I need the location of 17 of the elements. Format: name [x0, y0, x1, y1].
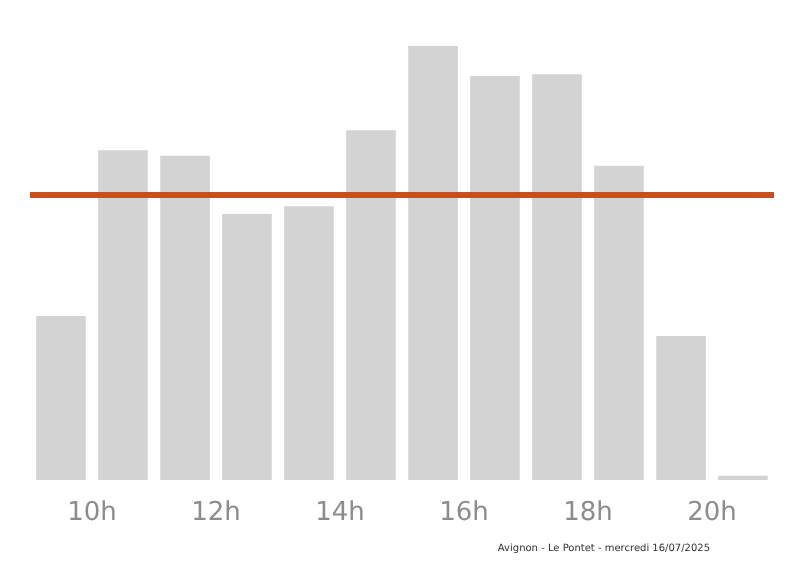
bar — [594, 165, 644, 480]
bar — [98, 150, 148, 480]
bar — [36, 315, 86, 480]
bar — [222, 213, 272, 480]
bar — [532, 74, 582, 480]
x-tick-label: 14h — [315, 498, 365, 528]
bar — [284, 206, 334, 480]
bar — [346, 130, 396, 480]
x-tick-label: 12h — [191, 498, 241, 528]
bar — [160, 155, 210, 480]
x-tick-label: 20h — [687, 498, 737, 528]
bar — [470, 75, 520, 480]
bar — [408, 46, 458, 480]
x-tick-label: 10h — [67, 498, 117, 528]
x-tick-label: 18h — [563, 498, 613, 528]
bar — [656, 335, 706, 480]
x-tick-label: 16h — [439, 498, 489, 528]
